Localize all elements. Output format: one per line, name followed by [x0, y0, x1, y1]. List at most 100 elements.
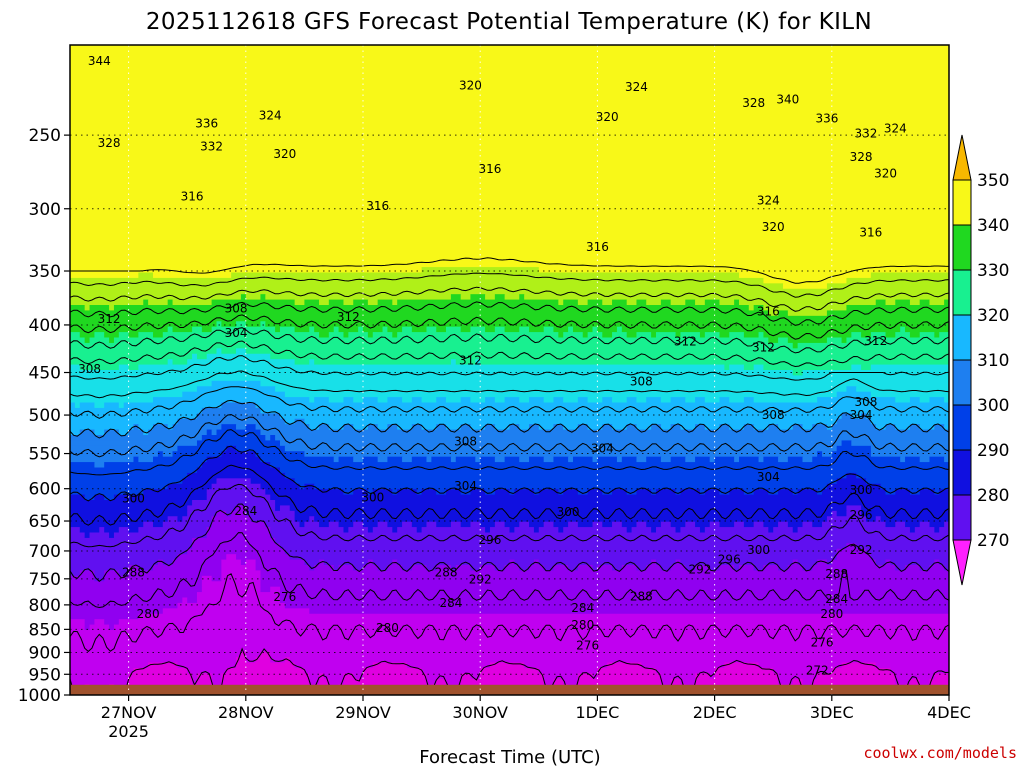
theta-band-cell [279, 467, 949, 474]
theta-band-cell [841, 413, 852, 420]
theta-band-cell [846, 386, 857, 393]
theta-band-cell [153, 521, 164, 528]
theta-band-cell [70, 608, 164, 615]
theta-band-cell [856, 472, 949, 479]
theta-band-cell [70, 218, 949, 225]
theta-band-cell [70, 50, 949, 57]
theta-band-cell [538, 489, 559, 496]
theta-band-cell [79, 570, 96, 577]
isentrope-contour [70, 445, 949, 502]
contour-label: 340 [776, 93, 799, 107]
theta-band-cell [529, 521, 545, 528]
theta-band-cell [104, 494, 115, 501]
theta-band-cell [905, 326, 949, 333]
contour-label: 332 [200, 139, 223, 153]
theta-band-cell [778, 310, 789, 317]
theta-band-cell [621, 521, 638, 528]
theta-band-cell [494, 424, 511, 431]
theta-band-cell [411, 326, 428, 333]
theta-band-cell [70, 667, 135, 674]
theta-band-cell [577, 673, 594, 680]
theta-band-cell [885, 424, 896, 431]
theta-band-cell [802, 370, 949, 377]
theta-band-cell [514, 527, 535, 534]
theta-band-cell [851, 440, 949, 447]
theta-band-cell [612, 332, 628, 339]
theta-band-cell [240, 559, 247, 566]
theta-band-cell [656, 489, 677, 496]
theta-band-cell [919, 565, 931, 572]
theta-band-cell [319, 299, 330, 306]
theta-band-cell [260, 456, 335, 463]
theta-band-cell [328, 332, 345, 339]
theta-band-cell [70, 332, 81, 339]
isentrope-contour [70, 399, 949, 439]
theta-band-cell [529, 326, 545, 333]
theta-band-cell [895, 565, 906, 572]
theta-band-cell [70, 630, 949, 637]
theta-band-cell [94, 429, 105, 436]
theta-band-cell [309, 397, 315, 404]
theta-band-cell [192, 673, 198, 680]
theta-band-cell [431, 456, 452, 463]
theta-band-cell [70, 131, 949, 138]
theta-band-cell [270, 494, 949, 501]
theta-band-cell [763, 305, 848, 312]
theta-band-cell [270, 586, 281, 593]
theta-band-cell [626, 299, 638, 306]
theta-band-cell [519, 397, 530, 404]
theta-band-cell [553, 456, 569, 463]
theta-band-cell [719, 424, 730, 431]
theta-band-cell [226, 554, 237, 561]
theta-band-cell [446, 397, 462, 404]
theta-band-cell [113, 337, 769, 344]
theta-band-cell [680, 527, 701, 534]
theta-band-cell [70, 229, 949, 236]
theta-band-cell [236, 662, 296, 669]
theta-band-cell [895, 673, 935, 680]
theta-band-cell [729, 424, 745, 431]
theta-band-cell [353, 424, 369, 431]
theta-band-cell [196, 386, 276, 393]
isentrope-contour [70, 340, 949, 368]
theta-band-cell [890, 667, 949, 674]
theta-band-cell [929, 678, 949, 685]
theta-band-cell [831, 559, 877, 566]
theta-band-cell [358, 326, 364, 333]
theta-band-cell [236, 657, 247, 664]
contour-label: 300 [361, 490, 384, 504]
contour-label: 280 [571, 618, 594, 632]
theta-band-cell [328, 299, 345, 306]
theta-band-cell [187, 667, 227, 674]
theta-band-cell [817, 397, 896, 404]
theta-band-cell [70, 342, 794, 349]
theta-band-cell [660, 565, 672, 572]
theta-band-cell [612, 489, 628, 496]
theta-band-cell [450, 565, 457, 572]
theta-band-cell [719, 299, 735, 306]
contour-label: 308 [225, 301, 248, 315]
theta-band-cell [919, 424, 935, 431]
theta-band-cell [216, 321, 222, 328]
theta-band-cell [778, 489, 794, 496]
theta-band-cell [70, 445, 179, 452]
theta-band-cell [416, 489, 423, 496]
theta-band-cell [94, 402, 105, 409]
theta-band-cell [397, 527, 418, 534]
theta-band-cell [656, 527, 677, 534]
theta-band-cell [831, 510, 838, 517]
theta-band-cell [870, 445, 949, 452]
theta-band-cell [792, 678, 804, 685]
theta-band-cell [201, 326, 213, 333]
theta-band-cell [875, 662, 949, 669]
contour-label: 324 [884, 122, 907, 136]
theta-band-cell [494, 489, 511, 496]
theta-band-cell [128, 565, 139, 572]
theta-band-cell [909, 424, 921, 431]
theta-band-cell [919, 397, 931, 404]
theta-band-cell [104, 429, 120, 436]
theta-band-cell [348, 332, 369, 339]
theta-band-cell [94, 575, 105, 582]
theta-band-cell [763, 521, 779, 528]
theta-band-cell [314, 483, 828, 490]
